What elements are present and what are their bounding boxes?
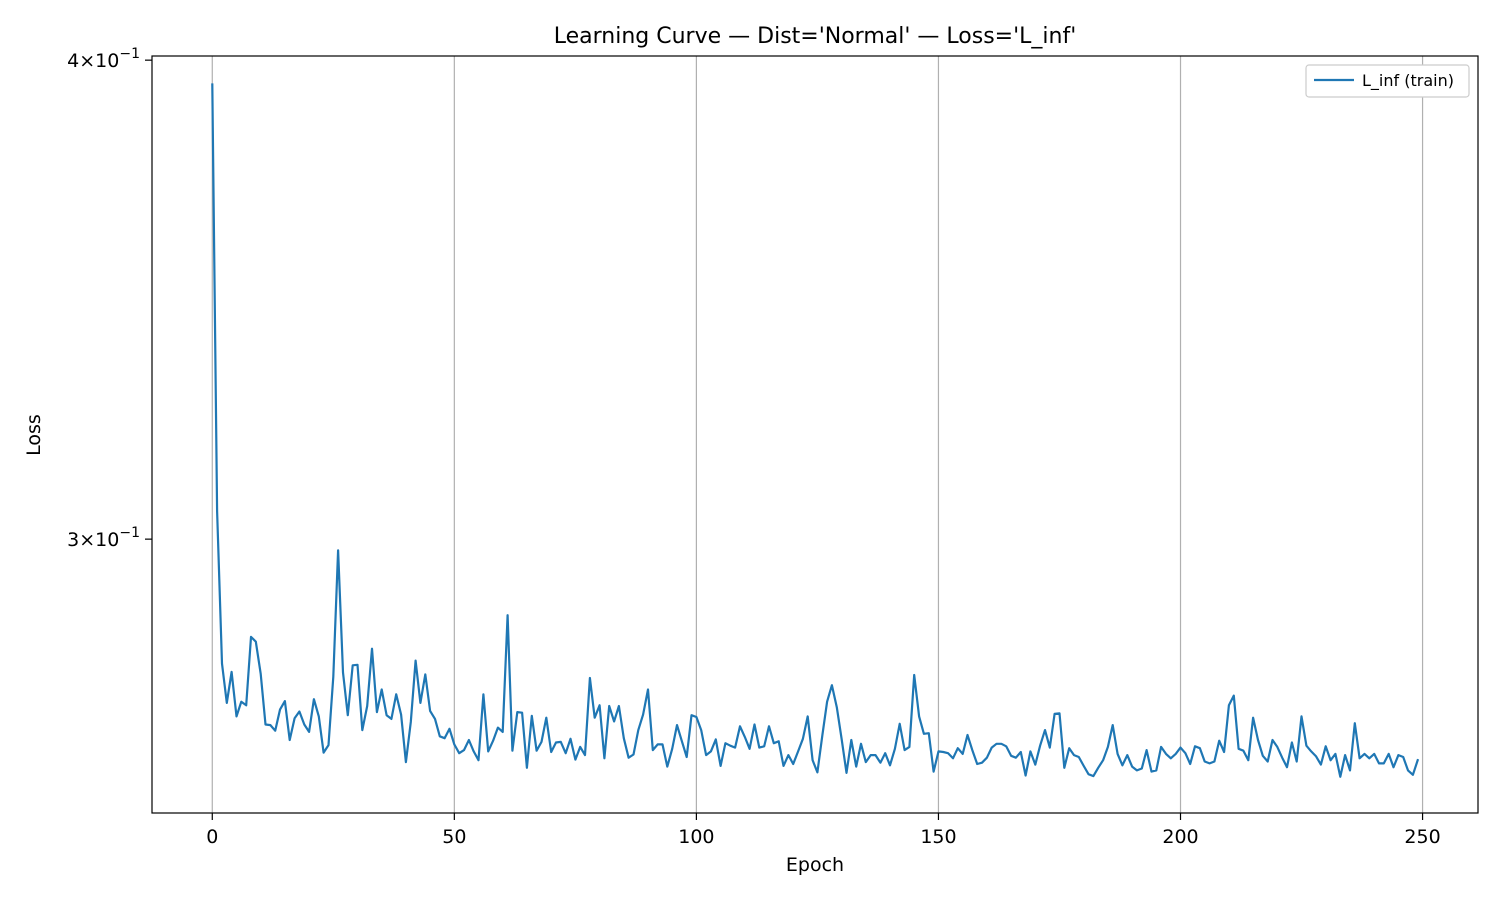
legend: L_inf (train) — [1305, 64, 1470, 98]
x-gridlines — [211, 56, 1424, 813]
x-tick-label-4: 200 — [1162, 826, 1198, 848]
chart-title: Learning Curve — Dist='Normal' — Loss='L… — [554, 24, 1077, 49]
x-tick-label-3: 150 — [920, 826, 956, 848]
plot-frame — [151, 55, 1479, 814]
y-tick-label-0: 4×10−1 — [67, 46, 140, 72]
x-tick-label-5: 250 — [1404, 826, 1440, 848]
x-axis-label: Epoch — [786, 854, 844, 876]
series-line-l-inf-train — [211, 83, 1420, 778]
series-layer — [211, 83, 1420, 778]
x-axis-ticks: 0 50 100 150 200 250 — [206, 813, 1441, 848]
x-tick-label-2: 100 — [678, 826, 714, 848]
y-axis-label: Loss — [23, 414, 45, 456]
y-tick-label-1: 3×10−1 — [67, 525, 140, 551]
legend-label-l-inf-train: L_inf (train) — [1362, 71, 1454, 91]
x-tick-label-1: 50 — [442, 826, 466, 848]
y-axis-ticks: 4×10−1 3×10−1 — [67, 46, 152, 551]
legend-box — [1305, 64, 1470, 98]
x-tick-label-0: 0 — [206, 826, 218, 848]
